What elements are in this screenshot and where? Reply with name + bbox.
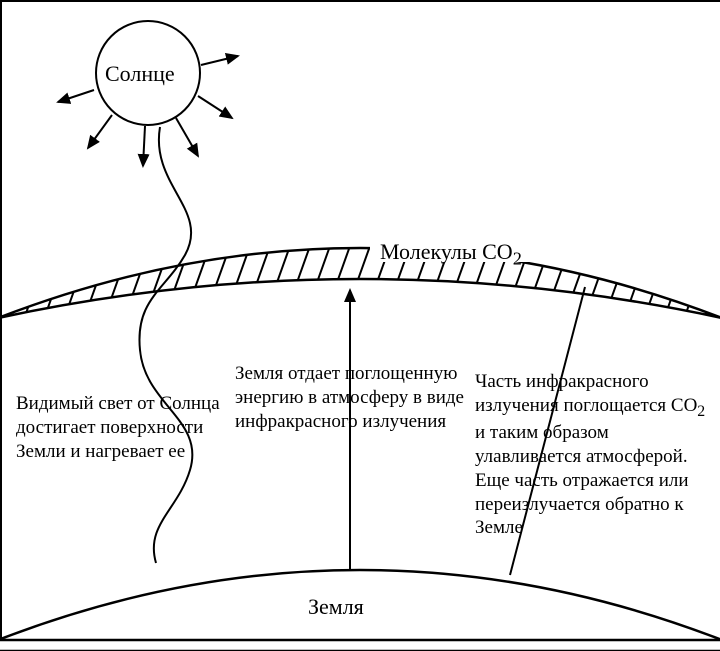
sunlight-ray (139, 127, 192, 563)
earth-label: Земля (308, 593, 364, 621)
caption-ir-emission: Земля отдает погло­щенную энергию в атмо… (235, 362, 480, 433)
co2-layer (0, 190, 720, 330)
co2-layer-label: Молекулы CO2 (380, 238, 522, 270)
caption-visible-light: Видимый свет от Солнца до­стигает поверх… (16, 392, 226, 463)
sun-label: Солнце (105, 60, 175, 88)
caption-ir-absorption: Часть инфракрасного излучения поглощаетс… (475, 370, 707, 540)
